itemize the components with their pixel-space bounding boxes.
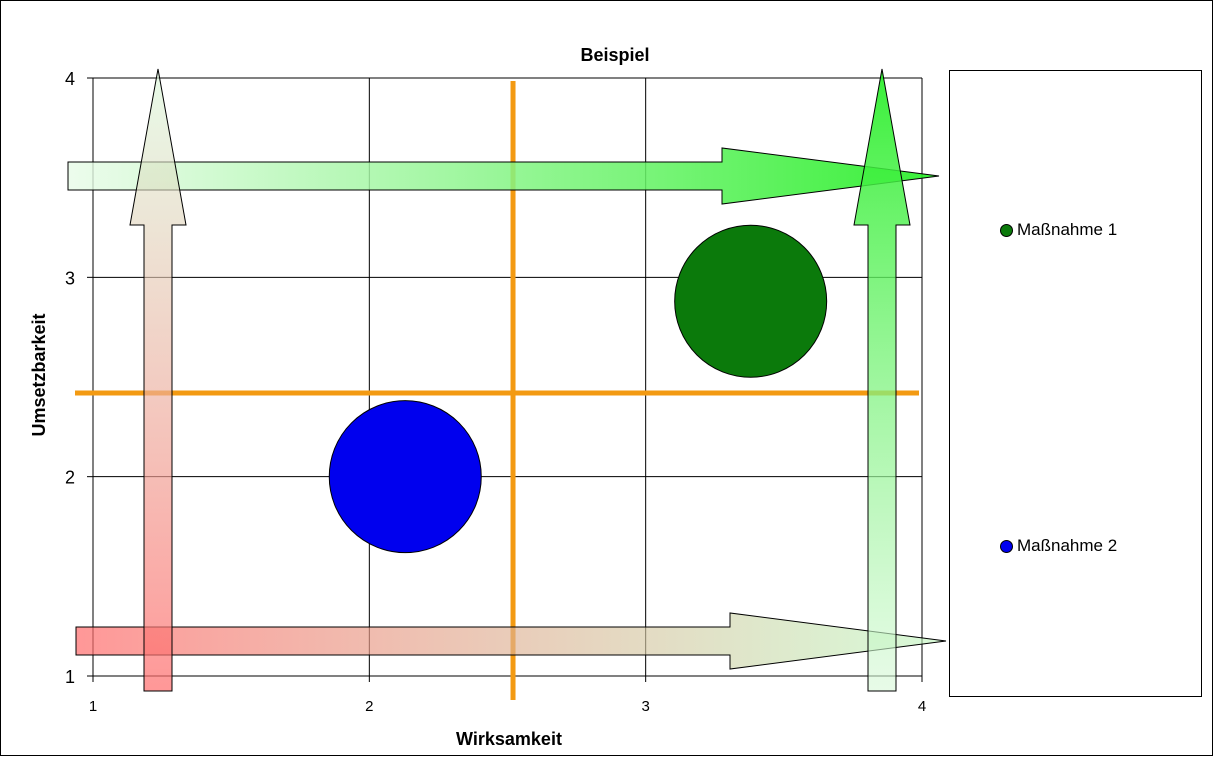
x-tick-label: 3 (641, 698, 649, 715)
legend-item: Maßnahme 2 (1000, 536, 1117, 556)
bubble-point (328, 400, 482, 554)
legend: Maßnahme 1 Maßnahme 2 (949, 70, 1202, 697)
legend-label: Maßnahme 1 (1017, 220, 1118, 239)
chart-title: Beispiel (580, 45, 649, 65)
arrow-bottom (75, 612, 947, 670)
y-tick-label: 4 (65, 69, 75, 89)
x-tick-label: 2 (365, 698, 373, 715)
x-axis-label: Wirksamkeit (456, 729, 562, 749)
legend-label: Maßnahme 2 (1017, 536, 1118, 555)
bubbles (328, 224, 828, 554)
arrow-right (853, 68, 911, 692)
y-tick-label: 1 (65, 667, 75, 687)
y-tick-label: 2 (65, 468, 75, 488)
arrows-horizontal (67, 147, 947, 670)
bubble-point (674, 224, 828, 378)
legend-swatch-icon (1000, 539, 1013, 553)
legend-swatch-icon (1000, 223, 1013, 237)
y-axis-label: Umsetzbarkeit (29, 313, 49, 436)
arrow-top (67, 147, 940, 205)
tick-labels: 1 2 3 4 1 2 3 4 (65, 69, 926, 715)
arrows-vertical (129, 68, 911, 692)
arrow-left (129, 68, 187, 692)
legend-item: Maßnahme 1 (1000, 220, 1117, 240)
x-tick-label: 1 (89, 698, 97, 715)
y-tick-label: 3 (65, 268, 75, 288)
x-tick-label: 4 (918, 698, 926, 715)
